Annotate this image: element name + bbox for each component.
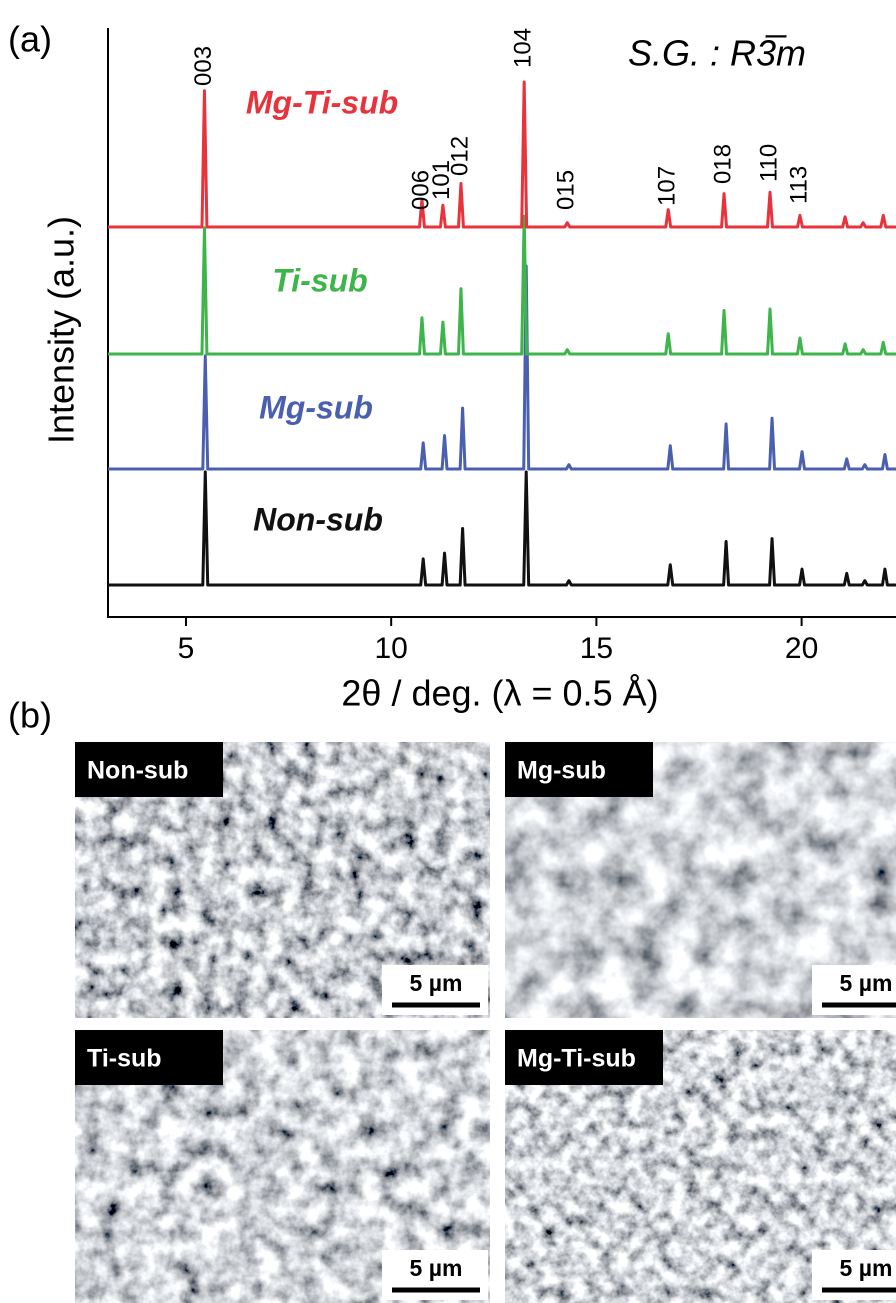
series-label: Ti-sub <box>272 262 367 298</box>
x-tick-label: 5 <box>178 632 195 665</box>
scale-bar-label: 5 µm <box>410 1255 463 1281</box>
panel-label: (a) <box>8 19 52 60</box>
label-box <box>75 742 223 797</box>
peak-label: 107 <box>654 166 681 206</box>
pattern-line <box>108 80 896 229</box>
label-box <box>75 1030 223 1085</box>
annotation: S.G. : R3̅m <box>628 33 806 74</box>
sem-label: Mg-Ti-sub <box>517 1045 636 1073</box>
sem-label: Non-sub <box>87 757 188 785</box>
traces <box>108 80 896 587</box>
x-axis-label: 2θ / deg. (λ = 0.5 Å) <box>341 673 658 714</box>
peak-label: 101 <box>428 160 455 200</box>
peak-label: 003 <box>190 46 217 86</box>
scale-bar-label: 5 µm <box>840 1255 893 1281</box>
series-label: Mg-Ti-sub <box>246 84 398 120</box>
scale-bar-label: 5 µm <box>410 970 463 996</box>
series-label: Mg-sub <box>259 389 373 425</box>
label-box <box>505 742 653 797</box>
peak-label: 006 <box>407 170 434 210</box>
pattern-line <box>108 264 896 471</box>
peak-label: 015 <box>553 170 580 210</box>
x-tick-label: 15 <box>580 632 613 665</box>
scale-bar-label: 5 µm <box>840 970 893 996</box>
y-axis-label: Intensity (a.u.) <box>41 216 82 444</box>
series-label: Non-sub <box>253 501 383 537</box>
x-tick-label: 10 <box>375 632 408 665</box>
panel-label: (b) <box>8 695 52 736</box>
peak-label: 012 <box>446 136 473 176</box>
peak-label: 104 <box>510 28 537 68</box>
pattern-line <box>108 470 896 587</box>
pattern-line <box>108 214 896 356</box>
label-box <box>505 1030 663 1085</box>
x-tick-label: 20 <box>785 632 818 665</box>
peak-label: 110 <box>755 144 782 182</box>
peak-label: 018 <box>709 144 736 184</box>
sem-panels: Non-sub 5 µm Mg-sub 5 µm Ti-sub 5 µm Mg-Ti-sub… <box>75 742 896 1303</box>
sem-label: Ti-sub <box>87 1045 162 1073</box>
sem-label: Mg-sub <box>517 757 606 785</box>
peak-label: 113 <box>785 166 812 204</box>
